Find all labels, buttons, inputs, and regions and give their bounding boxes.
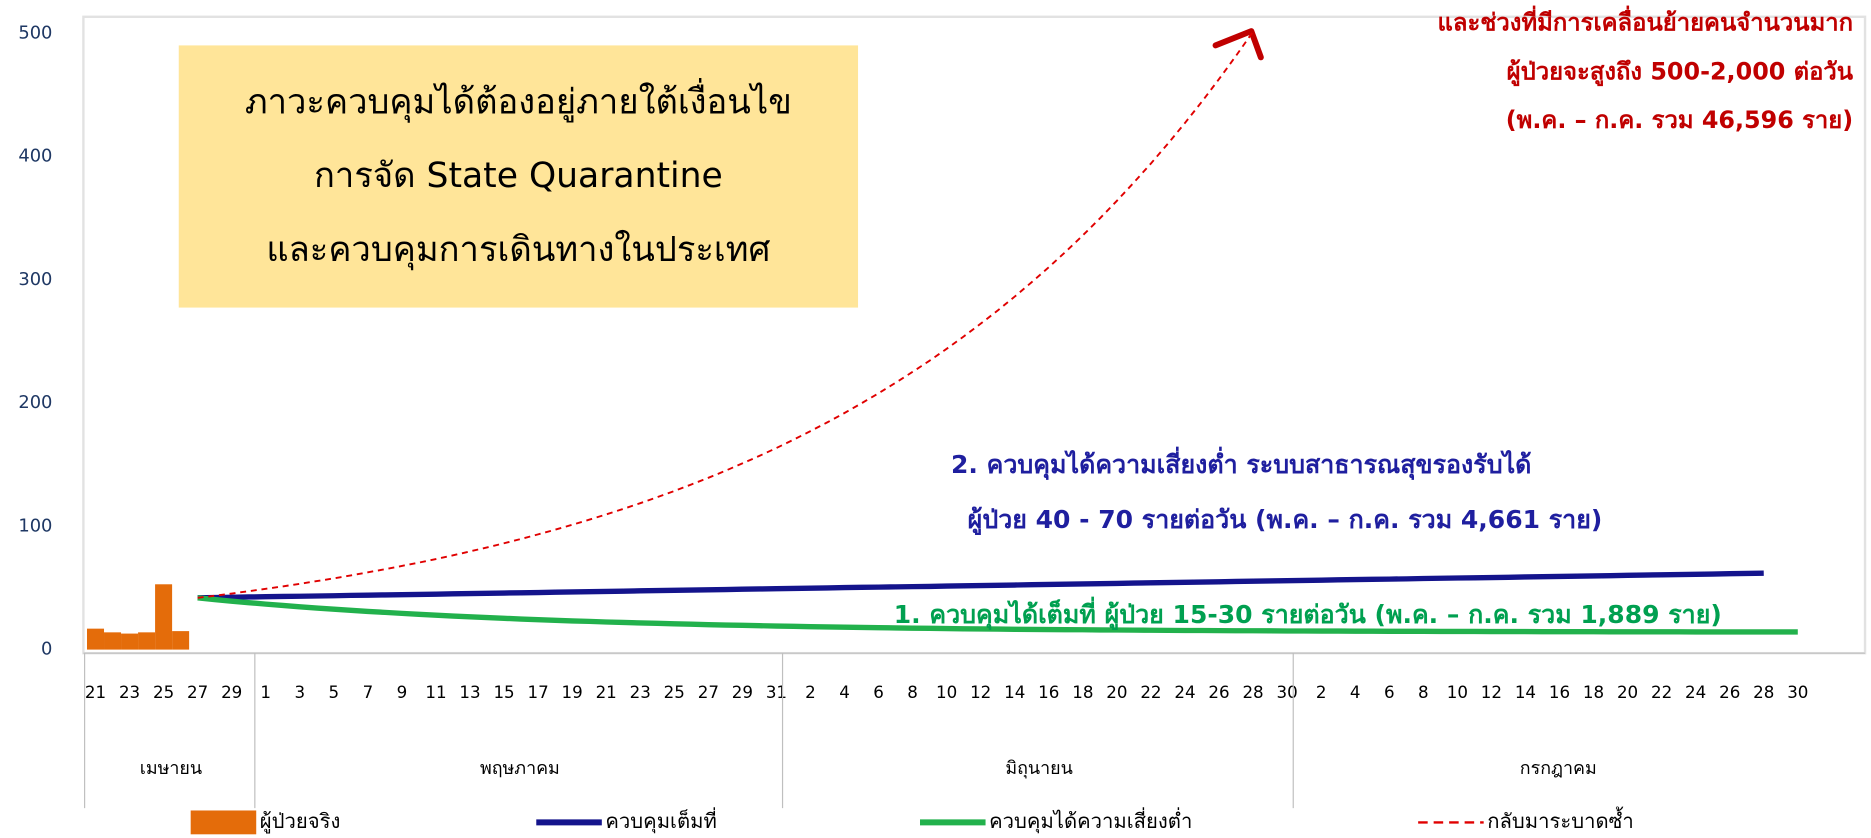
x-tick-label: 20	[1617, 683, 1638, 702]
legend-label: ควบคุมเต็มที่	[605, 807, 716, 834]
annotation-text: ผู้ป่วยจะสูงถึง 500-2,000 ต่อวัน	[1507, 57, 1854, 86]
y-tick-label: 0	[41, 639, 52, 660]
annotation-text: และช่วงที่มีการเคลื่อนย้ายคนจำนวนมาก	[1438, 5, 1854, 36]
y-tick-label: 500	[18, 22, 52, 43]
x-tick-label: 4	[1350, 683, 1361, 702]
x-tick-label: 6	[873, 683, 884, 702]
x-tick-label: 10	[936, 683, 957, 702]
x-tick-label: 24	[1174, 683, 1195, 702]
x-tick-label: 15	[493, 683, 514, 702]
x-tick-label: 28	[1242, 683, 1263, 702]
group-label: กรกฎาคม	[1520, 758, 1597, 779]
line	[197, 31, 1254, 599]
x-tick-label: 24	[1685, 683, 1706, 702]
annotation-text: 2. ควบคุมได้ความเสี่ยงต่ำ ระบบสาธารณสุขร…	[951, 446, 1531, 481]
x-tick-label: 28	[1753, 683, 1774, 702]
x-tick-label: 29	[732, 683, 753, 702]
line	[197, 595, 1798, 635]
group-label: เมษายน	[140, 758, 202, 779]
x-tick-label: 13	[459, 683, 480, 702]
x-tick-label: 16	[1038, 683, 1059, 702]
x-tick-label: 11	[425, 683, 446, 702]
annotation-text: และควบคุมการเดินทางในประเทศ	[266, 230, 770, 270]
annotation-box	[178, 45, 859, 308]
x-tick-label: 23	[630, 683, 651, 702]
legend-label: กลับมาระบาดซ้ำ	[1487, 806, 1634, 833]
x-tick-label: 22	[1140, 683, 1161, 702]
x-tick-label: 26	[1719, 683, 1740, 702]
y-tick-label: 400	[18, 146, 52, 167]
x-tick-label: 4	[839, 683, 850, 702]
arrow-head	[1212, 28, 1264, 61]
legend-swatch	[190, 810, 257, 835]
x-tick-label: 3	[294, 683, 305, 702]
group-label: พฤษภาคม	[480, 758, 560, 779]
x-tick-label: 12	[1481, 683, 1502, 702]
bar	[138, 632, 156, 650]
x-tick-label: 21	[85, 683, 106, 702]
bar	[172, 631, 190, 650]
x-tick-label: 30	[1787, 683, 1808, 702]
x-tick-label: 8	[907, 683, 918, 702]
x-tick-label: 27	[698, 683, 719, 702]
x-tick-label: 5	[329, 683, 340, 702]
annotation-text: การจัด State Quarantine	[314, 156, 723, 196]
x-tick-label: 17	[527, 683, 548, 702]
x-tick-label: 14	[1004, 683, 1025, 702]
x-tick-label: 8	[1418, 683, 1429, 702]
x-tick-label: 14	[1515, 683, 1536, 702]
x-tick-label: 2	[1316, 683, 1327, 702]
y-tick-label: 100	[18, 515, 52, 536]
annotation-text: 1. ควบคุมได้เต็มที่ ผู้ป่วย 15-30 รายต่อ…	[894, 596, 1722, 631]
x-tick-label: 21	[596, 683, 617, 702]
x-tick-label: 30	[1277, 683, 1298, 702]
bar	[104, 632, 122, 650]
x-tick-label: 18	[1072, 683, 1093, 702]
annotation-text: ผู้ป่วย 40 - 70 รายต่อวัน (พ.ค. – ก.ค. ร…	[968, 505, 1603, 536]
x-tick-label: 19	[562, 683, 583, 702]
x-tick-label: 27	[187, 683, 208, 702]
x-tick-label: 9	[397, 683, 408, 702]
x-tick-label: 25	[153, 683, 174, 702]
x-tick-label: 12	[970, 683, 991, 702]
x-tick-label: 18	[1583, 683, 1604, 702]
legend-label: ควบคุมได้ความเสี่ยงต่ำ	[989, 807, 1192, 834]
bar	[121, 633, 139, 650]
x-tick-label: 1	[260, 683, 271, 702]
x-tick-label: 20	[1106, 683, 1127, 702]
x-tick-label: 22	[1651, 683, 1672, 702]
line	[197, 570, 1764, 601]
x-tick-label: 31	[766, 683, 787, 702]
annotation-text: (พ.ค. – ก.ค. รวม 46,596 ราย)	[1506, 106, 1853, 134]
y-tick-label: 300	[18, 269, 52, 290]
bar	[86, 628, 105, 650]
legend-label: ผู้ป่วยจริง	[260, 809, 341, 834]
x-tick-label: 26	[1208, 683, 1229, 702]
x-tick-label: 23	[119, 683, 140, 702]
x-tick-label: 25	[664, 683, 685, 702]
annotation-text: ภาวะควบคุมได้ต้องอยู่ภายใต้เงื่อนไข	[245, 77, 792, 122]
x-tick-label: 7	[363, 683, 374, 702]
group-label: มิถุนายน	[1005, 758, 1072, 779]
y-tick-label: 200	[18, 392, 52, 413]
x-tick-label: 2	[805, 683, 816, 702]
x-tick-label: 29	[221, 683, 242, 702]
bar	[155, 584, 173, 650]
x-tick-label: 10	[1447, 683, 1468, 702]
x-tick-label: 6	[1384, 683, 1395, 702]
x-tick-label: 16	[1549, 683, 1570, 702]
